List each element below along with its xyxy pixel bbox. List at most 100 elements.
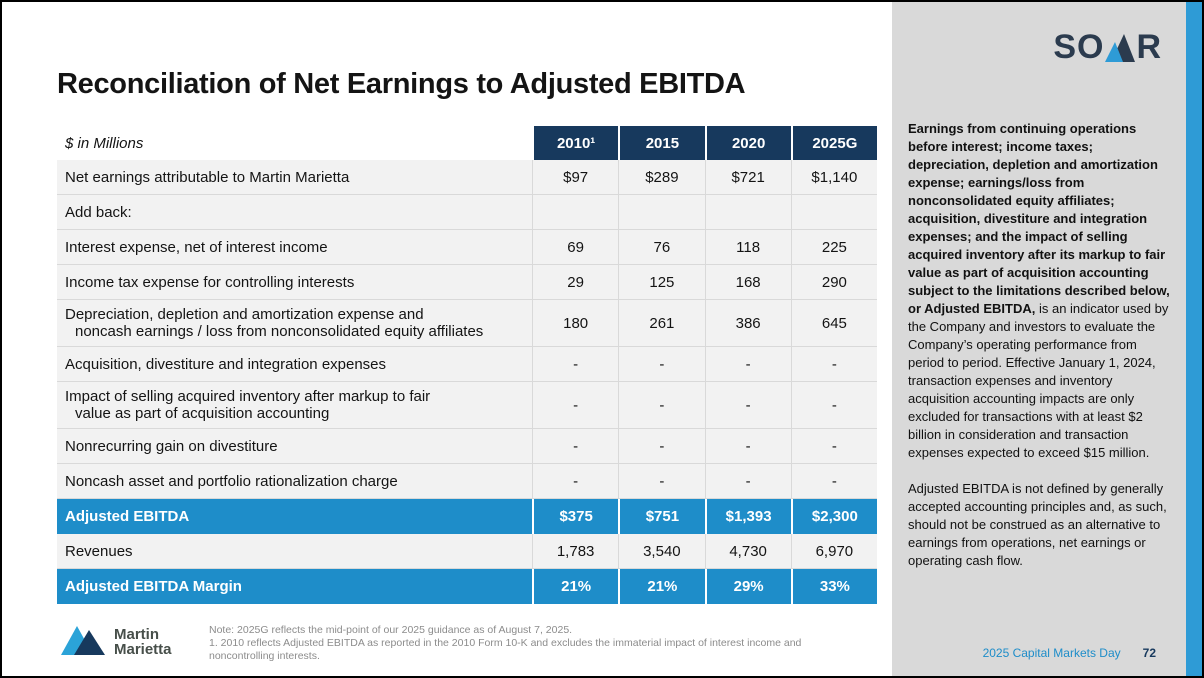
cell-value: 33% <box>790 569 877 604</box>
cell-value <box>790 195 877 229</box>
table-body: Net earnings attributable to Martin Mari… <box>57 160 877 604</box>
row-label: Impact of selling acquired inventory aft… <box>65 388 431 422</box>
table-row: Income tax expense for controlling inter… <box>57 265 877 300</box>
page-title: Reconciliation of Net Earnings to Adjust… <box>57 68 746 100</box>
cell-value: - <box>704 347 791 381</box>
footnotes: Note: 2025G reflects the mid-point of ou… <box>209 624 809 663</box>
cell-value: $2,300 <box>790 499 877 534</box>
cell-value: - <box>532 347 618 381</box>
definition-paragraph-1: Earnings from continuing operations befo… <box>908 120 1172 462</box>
cell-value: 4,730 <box>704 534 791 568</box>
cell-value: 261 <box>618 300 704 346</box>
cell-value: 21% <box>532 569 618 604</box>
definition-bold-text: Earnings from continuing operations befo… <box>908 121 1170 316</box>
sidebar-panel: SO R Earnings from continuing operations… <box>892 2 1186 676</box>
cell-value: - <box>790 382 877 428</box>
cell-value: 125 <box>618 265 704 299</box>
table-row: Acquisition, divestiture and integration… <box>57 347 877 382</box>
cell-value: - <box>618 347 704 381</box>
soar-logo-r: R <box>1136 28 1162 66</box>
table-row: Noncash asset and portfolio rationalizat… <box>57 464 877 499</box>
cell-value: - <box>790 429 877 463</box>
row-label: Revenues <box>65 542 133 560</box>
row-label: Nonrecurring gain on divestiture <box>65 437 278 455</box>
table-row: Add back: <box>57 195 877 230</box>
mm-logo-text: Martin Marietta <box>114 627 172 657</box>
table-row: Nonrecurring gain on divestiture - - - - <box>57 429 877 464</box>
row-label: Depreciation, depletion and amortization… <box>65 306 484 340</box>
definition-rest-text: is an indicator used by the Company and … <box>908 301 1169 460</box>
row-label: Noncash asset and portfolio rationalizat… <box>65 472 398 490</box>
cell-value: 386 <box>704 300 791 346</box>
cell-value: - <box>704 382 791 428</box>
cell-value: $1,393 <box>704 499 791 534</box>
cell-value: 168 <box>704 265 791 299</box>
cell-value: - <box>532 382 618 428</box>
cell-value: - <box>704 464 791 498</box>
cell-value: 69 <box>532 230 618 264</box>
page-number: 72 <box>1142 646 1156 660</box>
cell-value: 29 <box>532 265 618 299</box>
cell-value: 29% <box>704 569 791 604</box>
cell-value <box>618 195 704 229</box>
table-header-row: $ in Millions 2010¹ 2015 2020 2025G <box>57 126 877 160</box>
cell-value: - <box>532 429 618 463</box>
column-header: 2010¹ <box>532 126 619 160</box>
cell-value: $289 <box>618 160 704 194</box>
cell-value: 290 <box>790 265 877 299</box>
right-accent-strip <box>1186 2 1202 676</box>
cell-value <box>704 195 791 229</box>
martin-marietta-logo: Martin Marietta <box>60 622 172 661</box>
cell-value: 6,970 <box>790 534 877 568</box>
event-name: 2025 Capital Markets Day <box>982 646 1121 660</box>
adjusted-ebitda-definition: Earnings from continuing operations befo… <box>908 120 1172 570</box>
table-row: Interest expense, net of interest income… <box>57 230 877 265</box>
soar-logo: SO R <box>1053 28 1162 66</box>
table-row: Depreciation, depletion and amortization… <box>57 300 877 347</box>
cell-value: - <box>790 347 877 381</box>
row-label: Net earnings attributable to Martin Mari… <box>65 168 350 186</box>
table-row: Net earnings attributable to Martin Mari… <box>57 160 877 195</box>
mm-logo-line2: Marietta <box>114 640 172 658</box>
column-header: 2020 <box>704 126 791 160</box>
cell-value: 1,783 <box>532 534 618 568</box>
cell-value: - <box>790 464 877 498</box>
cell-value: - <box>618 429 704 463</box>
cell-value: 180 <box>532 300 618 346</box>
soar-mountain-a-icon <box>1104 32 1136 62</box>
reconciliation-table: $ in Millions 2010¹ 2015 2020 2025G Net ear… <box>57 126 877 604</box>
cell-value: 225 <box>790 230 877 264</box>
row-label: Adjusted EBITDA Margin <box>65 578 242 595</box>
cell-value: - <box>618 382 704 428</box>
cell-value: 3,540 <box>618 534 704 568</box>
column-header: 2015 <box>618 126 705 160</box>
sidebar-footer: 2025 Capital Markets Day 72 <box>983 646 1156 660</box>
cell-value: 118 <box>704 230 791 264</box>
cell-value: - <box>618 464 704 498</box>
mm-mountain-icon <box>60 622 106 661</box>
column-header: 2025G <box>790 126 877 160</box>
footnote-guidance: Note: 2025G reflects the mid-point of ou… <box>209 624 573 636</box>
units-label: $ in Millions <box>57 126 532 160</box>
soar-logo-so: SO <box>1053 28 1105 66</box>
row-label: Add back: <box>65 203 132 221</box>
cell-value: $751 <box>618 499 704 534</box>
cell-value: $721 <box>704 160 791 194</box>
mm-logo-line1: Martin <box>114 625 159 643</box>
row-label: Interest expense, net of interest income <box>65 238 328 256</box>
footnote-2010: 1. 2010 reflects Adjusted EBITDA as repo… <box>209 637 802 662</box>
cell-value: $97 <box>532 160 618 194</box>
cell-value: $375 <box>532 499 618 534</box>
cell-value: 645 <box>790 300 877 346</box>
cell-value: $1,140 <box>790 160 877 194</box>
table-row: Impact of selling acquired inventory aft… <box>57 382 877 429</box>
row-label: Income tax expense for controlling inter… <box>65 273 355 291</box>
table-row: Adjusted EBITDA $375 $751 $1,393 $2,300 <box>57 499 877 534</box>
table-row: Adjusted EBITDA Margin 21% 21% 29% 33% <box>57 569 877 604</box>
cell-value <box>532 195 618 229</box>
table-row: Revenues 1,783 3,540 4,730 6,970 <box>57 534 877 569</box>
row-label: Acquisition, divestiture and integration… <box>65 355 387 373</box>
slide-main-area: Reconciliation of Net Earnings to Adjust… <box>2 2 892 676</box>
cell-value: 21% <box>618 569 704 604</box>
